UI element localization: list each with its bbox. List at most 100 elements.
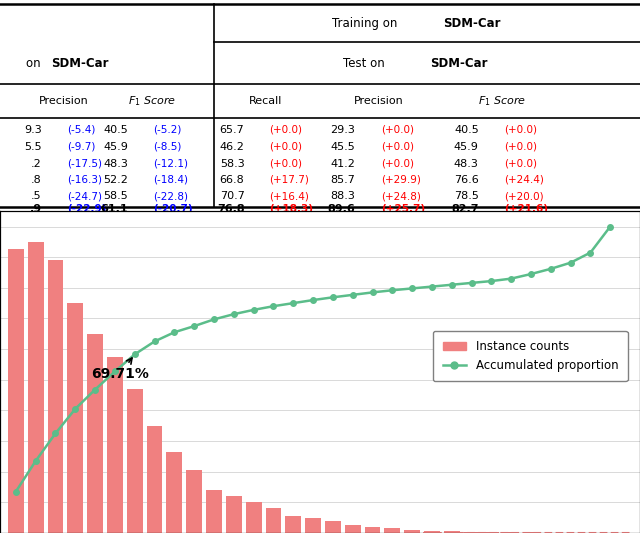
Text: (-20.7): (-20.7) bbox=[154, 204, 193, 214]
Text: (+29.9): (+29.9) bbox=[381, 175, 420, 185]
Bar bbox=[503, 532, 519, 533]
Text: 40.5: 40.5 bbox=[103, 125, 128, 135]
Text: 45.9: 45.9 bbox=[103, 142, 128, 152]
Text: (+0.0): (+0.0) bbox=[381, 142, 414, 152]
Bar bbox=[28, 242, 44, 533]
Text: 45.9: 45.9 bbox=[454, 142, 479, 152]
Text: 48.3: 48.3 bbox=[103, 159, 128, 168]
Text: (+17.7): (+17.7) bbox=[269, 175, 308, 185]
Text: (+0.0): (+0.0) bbox=[381, 159, 414, 168]
Bar bbox=[47, 260, 63, 533]
Text: (+21.6): (+21.6) bbox=[504, 204, 548, 214]
Bar bbox=[444, 531, 460, 533]
Text: 69.71%: 69.71% bbox=[91, 358, 149, 381]
Text: 45.5: 45.5 bbox=[330, 142, 355, 152]
Text: 29.3: 29.3 bbox=[330, 125, 355, 135]
Bar bbox=[523, 532, 539, 533]
Text: (+20.0): (+20.0) bbox=[504, 191, 544, 201]
Text: Precision: Precision bbox=[354, 96, 404, 107]
Bar bbox=[8, 249, 24, 533]
Text: 48.3: 48.3 bbox=[454, 159, 479, 168]
Bar bbox=[266, 508, 282, 533]
Text: 76.8: 76.8 bbox=[217, 204, 244, 214]
Text: Training on: Training on bbox=[332, 17, 402, 30]
Legend: Instance counts, Accumulated proportion: Instance counts, Accumulated proportion bbox=[433, 330, 628, 382]
Text: .2: .2 bbox=[31, 159, 42, 168]
Bar bbox=[285, 516, 301, 533]
Text: 40.5: 40.5 bbox=[454, 125, 479, 135]
Text: 65.7: 65.7 bbox=[220, 125, 244, 135]
Text: 89.6: 89.6 bbox=[328, 204, 355, 214]
Text: 46.2: 46.2 bbox=[220, 142, 244, 152]
Text: 66.8: 66.8 bbox=[220, 175, 244, 185]
Text: (+0.0): (+0.0) bbox=[269, 159, 302, 168]
Text: 58.3: 58.3 bbox=[220, 159, 244, 168]
Bar bbox=[365, 527, 380, 533]
Text: (-5.2): (-5.2) bbox=[154, 125, 182, 135]
Text: Recall: Recall bbox=[249, 96, 282, 107]
Text: (+0.0): (+0.0) bbox=[504, 142, 538, 152]
Text: (+25.7): (+25.7) bbox=[381, 204, 425, 214]
Bar bbox=[404, 530, 420, 533]
Text: (+0.0): (+0.0) bbox=[504, 125, 538, 135]
Text: 76.6: 76.6 bbox=[454, 175, 479, 185]
Text: (+16.4): (+16.4) bbox=[269, 191, 308, 201]
Text: (-24.7): (-24.7) bbox=[67, 191, 102, 201]
Text: (+24.4): (+24.4) bbox=[504, 175, 544, 185]
Text: 85.7: 85.7 bbox=[330, 175, 355, 185]
Text: $F_1$ Score: $F_1$ Score bbox=[478, 94, 527, 108]
Text: (+24.8): (+24.8) bbox=[381, 191, 420, 201]
Text: Precision: Precision bbox=[39, 96, 89, 107]
Text: (-18.4): (-18.4) bbox=[154, 175, 189, 185]
Bar bbox=[325, 521, 341, 533]
Text: (-5.4): (-5.4) bbox=[67, 125, 95, 135]
Text: 58.5: 58.5 bbox=[103, 191, 128, 201]
Text: 78.5: 78.5 bbox=[454, 191, 479, 201]
Text: (+0.0): (+0.0) bbox=[269, 125, 302, 135]
Bar bbox=[67, 303, 83, 533]
Text: 70.7: 70.7 bbox=[220, 191, 244, 201]
Text: (+0.0): (+0.0) bbox=[269, 142, 302, 152]
Bar bbox=[483, 532, 499, 533]
Bar bbox=[226, 496, 242, 533]
Text: 52.2: 52.2 bbox=[103, 175, 128, 185]
Text: SDM-Car: SDM-Car bbox=[444, 17, 500, 30]
Text: (-16.3): (-16.3) bbox=[67, 175, 102, 185]
Bar bbox=[166, 452, 182, 533]
Text: (+18.3): (+18.3) bbox=[269, 204, 313, 214]
Text: (-22.9): (-22.9) bbox=[67, 204, 107, 214]
Text: (-8.5): (-8.5) bbox=[154, 142, 182, 152]
Text: SDM-Car: SDM-Car bbox=[51, 57, 109, 70]
Text: (+0.0): (+0.0) bbox=[381, 125, 414, 135]
Text: .8: .8 bbox=[31, 175, 42, 185]
Bar bbox=[463, 532, 479, 533]
Text: (-17.5): (-17.5) bbox=[67, 159, 102, 168]
Text: .9: .9 bbox=[29, 204, 42, 214]
Bar bbox=[246, 502, 262, 533]
Bar bbox=[186, 470, 202, 533]
Text: 41.2: 41.2 bbox=[330, 159, 355, 168]
Bar bbox=[87, 334, 103, 533]
Bar bbox=[147, 426, 163, 533]
Bar bbox=[127, 389, 143, 533]
Text: 9.3: 9.3 bbox=[24, 125, 42, 135]
Text: 88.3: 88.3 bbox=[330, 191, 355, 201]
Text: SDM-Car: SDM-Car bbox=[431, 57, 488, 70]
Text: 82.7: 82.7 bbox=[451, 204, 479, 214]
Bar bbox=[345, 526, 360, 533]
Text: (-12.1): (-12.1) bbox=[154, 159, 189, 168]
Text: Test on: Test on bbox=[343, 57, 388, 70]
Text: on: on bbox=[26, 57, 44, 70]
Bar bbox=[305, 518, 321, 533]
Bar bbox=[206, 490, 222, 533]
Bar bbox=[385, 528, 400, 533]
Text: $F_1$ Score: $F_1$ Score bbox=[127, 94, 176, 108]
Text: 61.1: 61.1 bbox=[100, 204, 128, 214]
Text: (+0.0): (+0.0) bbox=[504, 159, 538, 168]
Text: 5.5: 5.5 bbox=[24, 142, 42, 152]
Bar bbox=[424, 531, 440, 533]
Bar bbox=[107, 357, 123, 533]
Text: .5: .5 bbox=[31, 191, 42, 201]
Text: (-22.8): (-22.8) bbox=[154, 191, 189, 201]
Text: (-9.7): (-9.7) bbox=[67, 142, 95, 152]
